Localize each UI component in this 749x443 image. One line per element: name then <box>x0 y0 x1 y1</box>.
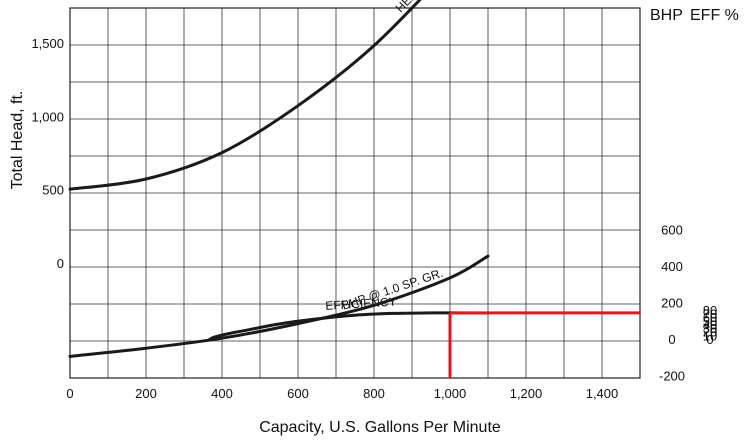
head-tick-label: 1,000 <box>31 109 64 124</box>
curves: HEADEFFICIENCYBHP @ 1.0 SP. GR. <box>68 0 490 358</box>
eff-tick-label: 40 <box>703 317 717 332</box>
x-tick-label: 400 <box>211 386 233 401</box>
bhp-curve <box>68 254 490 358</box>
bhp-tick-label: -200 <box>659 369 685 384</box>
eff-tick-label: 80 <box>703 303 717 318</box>
y-axis-title: Total Head, ft. <box>9 91 26 190</box>
eff-tick-label: 10 <box>703 328 717 343</box>
eff-tick-label: 50 <box>703 314 717 329</box>
eff-tick-label: 0 <box>706 332 713 347</box>
eff-tick-label: 20 <box>703 325 717 340</box>
bhp-axis-header: BHP <box>650 7 683 24</box>
x-axis-title: Capacity, U.S. Gallons Per Minute <box>259 419 501 436</box>
efficiency-curve <box>207 311 490 342</box>
eff-tick-label: 70 <box>703 306 717 321</box>
head-tick-label: 0 <box>57 256 64 271</box>
x-tick-label: 600 <box>287 386 309 401</box>
x-tick-label: 1,400 <box>586 386 619 401</box>
eff-tick-label: 60 <box>703 310 717 325</box>
x-tick-label: 200 <box>135 386 157 401</box>
head-tick-label: 1,500 <box>31 36 64 51</box>
bhp-tick-label: 200 <box>661 296 683 311</box>
bhp-tick-label: 600 <box>661 223 683 238</box>
operating-point-markers <box>448 311 640 378</box>
bhp-tick-label: 0 <box>668 332 675 347</box>
x-tick-label: 1,200 <box>510 386 543 401</box>
x-tick-label: 800 <box>363 386 385 401</box>
eff-axis-header: EFF % <box>690 7 739 24</box>
bhp-tick-label: 400 <box>661 259 683 274</box>
head-tick-label: 500 <box>42 183 64 198</box>
head-curve <box>68 0 422 191</box>
efficiency-curve-label: EFFICIENCY <box>325 294 397 312</box>
tick-labels: 02004006008001,0001,2001,4002,5002,0001,… <box>31 36 717 401</box>
x-tick-label: 0 <box>66 386 73 401</box>
eff-tick-label: 30 <box>703 321 717 336</box>
x-tick-label: 1,000 <box>434 386 467 401</box>
